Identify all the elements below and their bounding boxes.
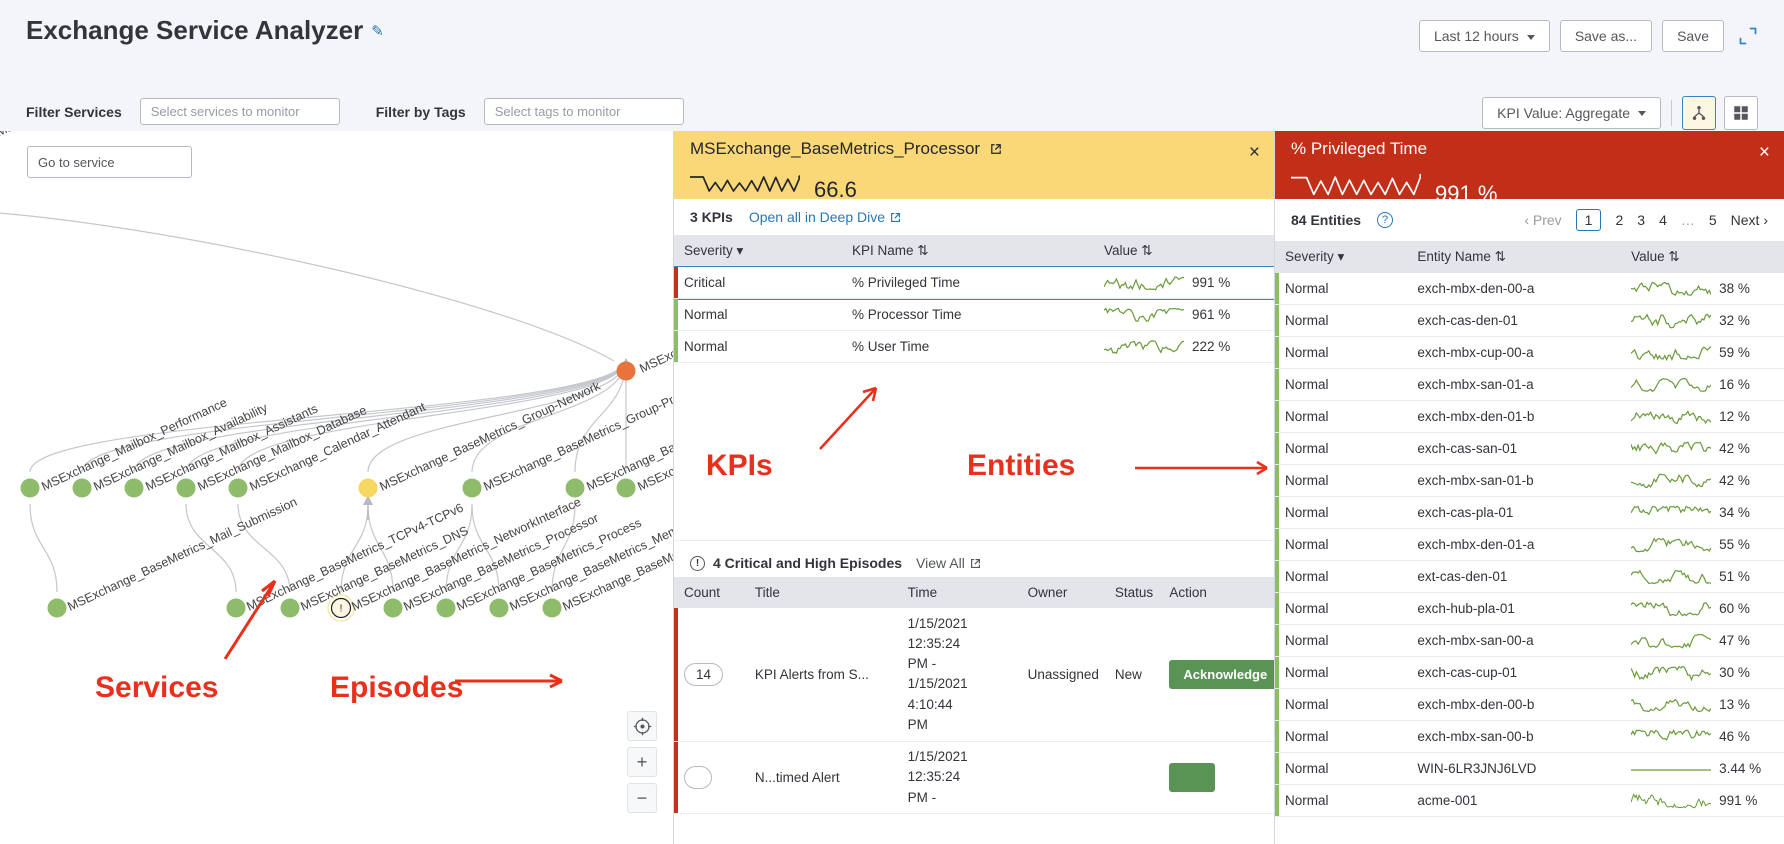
svg-text:!: !: [340, 603, 343, 614]
svg-text:MSExchange_BaseMetrics: MSExchange_BaseMetrics: [637, 300, 673, 376]
